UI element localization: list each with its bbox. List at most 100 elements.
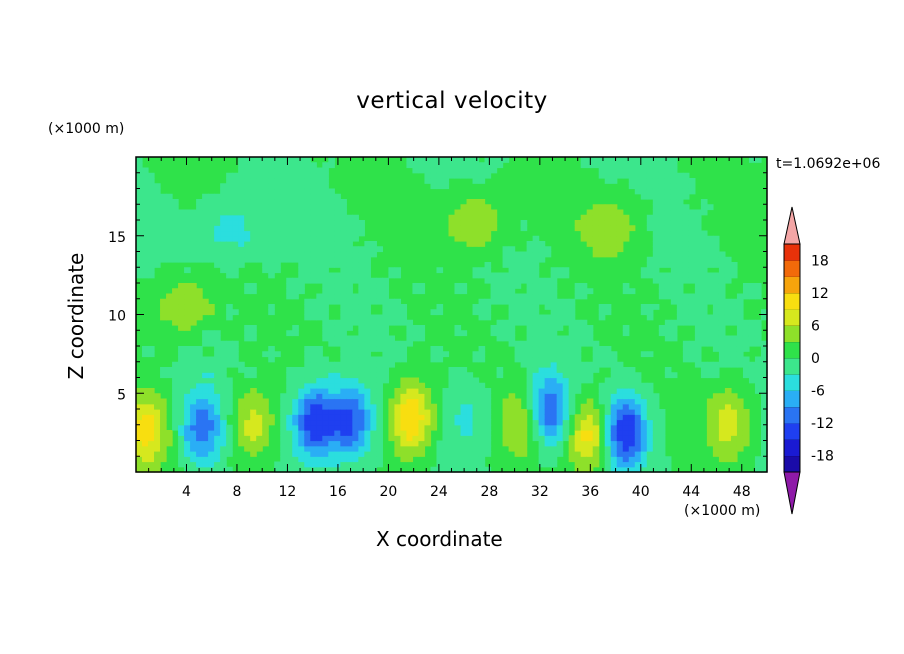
heatmap-cell [448, 377, 456, 384]
y-tick-label: 5 [117, 387, 126, 403]
heatmap-cell [628, 403, 636, 410]
heatmap-cell [160, 456, 167, 463]
heatmap-cell [748, 367, 756, 373]
heatmap-cell [658, 424, 666, 431]
heatmap-cell [646, 393, 654, 400]
heatmap-cell [370, 403, 377, 410]
heatmap-cell [352, 445, 359, 452]
heatmap-cell [484, 440, 492, 447]
heatmap-cell [508, 403, 516, 410]
heatmap-cell [184, 304, 191, 310]
heatmap-cell [616, 403, 624, 410]
heatmap-cell [310, 435, 317, 442]
heatmap-cell [724, 409, 732, 415]
heatmap-cell [232, 214, 239, 221]
heatmap-cell [754, 466, 762, 473]
heatmap-cell [328, 456, 335, 463]
heatmap-cell [184, 267, 191, 274]
heatmap-cell [640, 162, 648, 169]
heatmap-cell [760, 419, 768, 426]
heatmap-cell [406, 162, 414, 169]
heatmap-cell [562, 430, 570, 436]
heatmap-cell [598, 309, 606, 316]
heatmap-cell [700, 251, 708, 258]
heatmap-cell [454, 430, 462, 436]
heatmap-cell [340, 340, 347, 347]
heatmap-cell [670, 256, 678, 263]
heatmap-cell [250, 393, 257, 400]
heatmap-cell [304, 167, 311, 174]
heatmap-cell [634, 461, 642, 468]
heatmap-cell [178, 382, 185, 389]
heatmap-cell [370, 283, 377, 289]
heatmap-cell [616, 466, 624, 473]
heatmap-cell [460, 225, 468, 232]
heatmap-cell [676, 272, 684, 279]
heatmap-cell [490, 330, 498, 337]
heatmap-cell [196, 214, 203, 221]
heatmap-cell [616, 461, 624, 468]
heatmap-cell [388, 403, 396, 410]
heatmap-cell [298, 456, 305, 463]
heatmap-cell [304, 430, 311, 436]
heatmap-cell [172, 214, 179, 221]
heatmap-cell [352, 272, 359, 279]
heatmap-cell [712, 330, 720, 337]
heatmap-cell [418, 445, 426, 452]
heatmap-cell [742, 356, 750, 363]
heatmap-cell [478, 172, 486, 179]
heatmap-cell [520, 256, 528, 263]
heatmap-cell [262, 235, 269, 242]
heatmap-cell [484, 451, 492, 457]
heatmap-cell [226, 241, 233, 247]
heatmap-cell [244, 393, 251, 400]
heatmap-cell [202, 220, 209, 226]
heatmap-cell [304, 188, 311, 195]
heatmap-cell [376, 430, 383, 436]
heatmap-cell [178, 235, 185, 242]
heatmap-cell [736, 340, 744, 347]
heatmap-cell [388, 356, 396, 363]
heatmap-cell [226, 424, 233, 431]
heatmap-cell [508, 330, 516, 337]
heatmap-cell [316, 456, 323, 463]
heatmap-cell [310, 209, 317, 216]
heatmap-cell [646, 256, 654, 263]
heatmap-cell [544, 409, 552, 415]
heatmap-cell [472, 304, 480, 310]
heatmap-cell [160, 424, 167, 431]
heatmap-cell [580, 424, 588, 431]
heatmap-cell [574, 288, 582, 295]
heatmap-cell [328, 277, 335, 284]
heatmap-cell [448, 456, 456, 463]
heatmap-cell [712, 325, 720, 331]
heatmap-cell [250, 440, 257, 447]
heatmap-cell [742, 346, 750, 352]
heatmap-cell [616, 456, 624, 463]
heatmap-cell [280, 193, 287, 200]
heatmap-cell [568, 403, 576, 410]
heatmap-cell [412, 430, 420, 436]
heatmap-cell [502, 272, 510, 279]
heatmap-cell [292, 246, 299, 253]
heatmap-cell [208, 388, 215, 394]
heatmap-cell [172, 403, 179, 410]
heatmap-cell [478, 214, 486, 221]
heatmap-cell [622, 403, 630, 410]
heatmap-cell [232, 256, 239, 263]
heatmap-cell [184, 351, 191, 358]
heatmap-cell [214, 461, 221, 468]
heatmap-cell [682, 293, 690, 300]
heatmap-cell [538, 403, 546, 410]
heatmap-cell [592, 440, 600, 447]
heatmap-cell [340, 435, 347, 442]
heatmap-cell [292, 409, 299, 415]
heatmap-cell [442, 403, 450, 410]
heatmap-cell [244, 367, 251, 373]
heatmap-cell [406, 419, 414, 426]
heatmap-cell [670, 178, 678, 184]
heatmap-cell [298, 193, 305, 200]
heatmap-cell [706, 419, 714, 426]
heatmap-cell [760, 466, 768, 473]
heatmap-cell [166, 246, 173, 253]
